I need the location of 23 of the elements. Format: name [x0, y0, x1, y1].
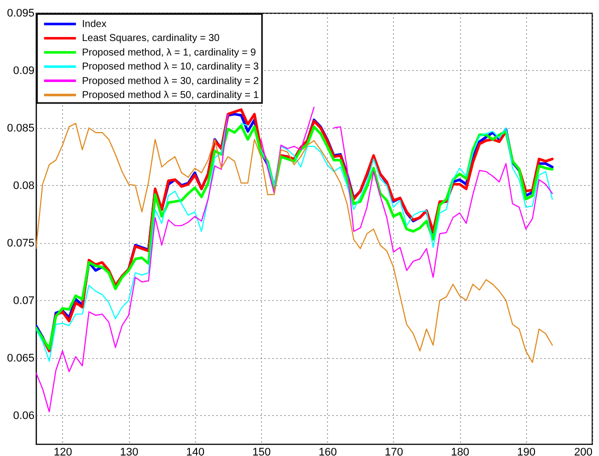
y-tick-label: 0.08 [13, 180, 34, 192]
x-tick-label: 140 [186, 446, 205, 456]
y-tick-label: 0.065 [6, 352, 34, 364]
y-tick-label: 0.06 [13, 410, 34, 422]
legend-label: Proposed method λ = 10, cardinality = 3 [82, 62, 260, 73]
x-tick-label: 150 [252, 446, 271, 456]
x-tick-label: 130 [120, 446, 138, 456]
legend-label: Least Squares, cardinality = 30 [82, 33, 220, 44]
x-tick-label: 200 [574, 446, 592, 456]
legend-label: Index [82, 19, 106, 30]
x-tick-label: 160 [318, 446, 337, 456]
y-tick-label: 0.095 [6, 8, 34, 20]
legend-label: Proposed method λ = 50, cardinality = 1 [82, 90, 260, 101]
x-tick-label: 190 [517, 446, 536, 456]
y-tick-label: 0.085 [6, 122, 34, 134]
legend-label: Proposed method λ = 30, cardinality = 2 [82, 76, 260, 87]
x-tick-label: 180 [450, 446, 470, 456]
y-tick-label: 0.07 [13, 294, 34, 307]
y-tick-label: 0.09 [13, 64, 34, 77]
legend-label: Proposed method, λ = 1, cardinality = 9 [82, 47, 256, 58]
x-tick-label: 170 [384, 446, 404, 456]
y-tick-label: 0.075 [6, 237, 34, 250]
x-tick-label: 120 [54, 446, 72, 456]
